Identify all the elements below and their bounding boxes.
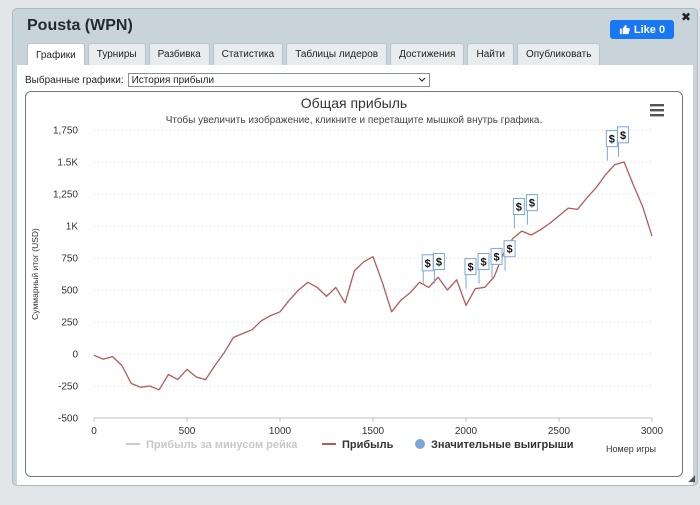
profit-chart[interactable]: Общая прибыль Чтобы увеличить изображение…	[26, 92, 682, 476]
x-tick-label: 0	[91, 426, 97, 437]
resize-handle-icon[interactable]: ◢	[688, 473, 695, 483]
big-win-flag	[503, 240, 516, 258]
x-axis-title: Номер игры	[606, 444, 656, 454]
tab-achievements[interactable]: Достижения	[390, 43, 465, 65]
y-tick-label: 1K	[66, 222, 79, 233]
y-tick-label: 500	[61, 286, 78, 297]
tab-publish[interactable]: Опубликовать	[517, 43, 601, 65]
y-tick-label: -250	[58, 382, 78, 393]
tab-find[interactable]: Найти	[467, 43, 515, 65]
tab-bar: Графики Турниры Разбивка Статистика Табл…	[27, 43, 601, 66]
window-title: Pousta (WPN)	[27, 17, 133, 34]
x-tick-label: 2500	[548, 426, 571, 437]
chart-selector-label: Выбранные графики:	[25, 74, 124, 86]
tab-leaderboards[interactable]: Таблицы лидеров	[286, 43, 388, 65]
chart-frame[interactable]: Общая прибыль Чтобы увеличить изображение…	[25, 91, 683, 477]
x-tick-label: 1500	[362, 426, 385, 437]
big-win-flag-label: $	[620, 130, 626, 142]
y-tick-label: 0	[72, 350, 78, 361]
tab-statistics[interactable]: Статистика	[212, 43, 284, 65]
big-win-flag-label: $	[467, 262, 473, 274]
profit-series-line	[93, 161, 653, 391]
like-label: Like 0	[633, 23, 666, 36]
big-win-flag-label: $	[436, 257, 442, 269]
big-win-flag	[432, 253, 445, 271]
tab-content: Выбранные графики: История прибыли Общая…	[17, 65, 693, 485]
y-tick-label: 1,250	[53, 190, 78, 201]
facebook-like-button[interactable]: Like 0	[610, 20, 674, 39]
big-win-flag-label: $	[425, 258, 431, 270]
tracker-window: Pousta (WPN) Like 0 ✖ Графики Турниры Ра…	[12, 8, 698, 486]
x-tick-label: 500	[179, 426, 196, 437]
x-tick-label: 1000	[269, 426, 292, 437]
big-win-flag-label: $	[529, 198, 535, 210]
legend-profit-label: Прибыль	[342, 439, 394, 451]
big-win-flag	[477, 253, 490, 271]
chart-select[interactable]: История прибыли	[127, 73, 430, 87]
chart-title: Общая прибыль	[301, 95, 407, 111]
y-axis-title: Суммарный итог (USD)	[30, 228, 40, 320]
chart-subtitle: Чтобы увеличить изображение, кликните и …	[166, 114, 543, 126]
thumbs-up-icon	[619, 24, 630, 35]
big-win-flag	[464, 258, 477, 276]
big-win-flag	[525, 194, 538, 212]
big-win-flag-label: $	[609, 134, 615, 146]
x-tick-label: 2000	[455, 426, 478, 437]
big-win-flag	[512, 197, 525, 215]
y-tick-label: 750	[61, 254, 78, 265]
chart-select-value: История прибыли	[131, 74, 215, 86]
legend-rake-label: Прибыль за минусом рейка	[146, 439, 298, 451]
close-icon[interactable]: ✖	[680, 10, 691, 24]
y-tick-label: 250	[61, 318, 78, 329]
menu-icon[interactable]	[650, 104, 664, 117]
chevron-down-icon	[418, 77, 426, 82]
tab-charts[interactable]: Графики	[27, 43, 85, 66]
chart-selector-row: Выбранные графики: История прибыли	[25, 73, 430, 87]
y-tick-label: 1,750	[53, 126, 78, 137]
legend-wins-marker	[415, 439, 425, 449]
big-win-flag-label: $	[480, 257, 486, 269]
legend-wins-label: Значительные выигрыши	[431, 439, 574, 451]
big-win-flag-label: $	[493, 251, 499, 263]
x-tick-label: 3000	[641, 426, 664, 437]
tab-breakdown[interactable]: Разбивка	[148, 43, 210, 65]
tab-tournaments[interactable]: Турниры	[87, 43, 146, 65]
big-win-flag-label: $	[506, 244, 512, 256]
y-tick-label: 1.5K	[57, 158, 78, 169]
big-win-flag	[490, 247, 503, 265]
big-win-flag	[617, 126, 630, 144]
y-tick-label: -500	[58, 414, 78, 425]
big-win-flag-label: $	[516, 201, 522, 213]
